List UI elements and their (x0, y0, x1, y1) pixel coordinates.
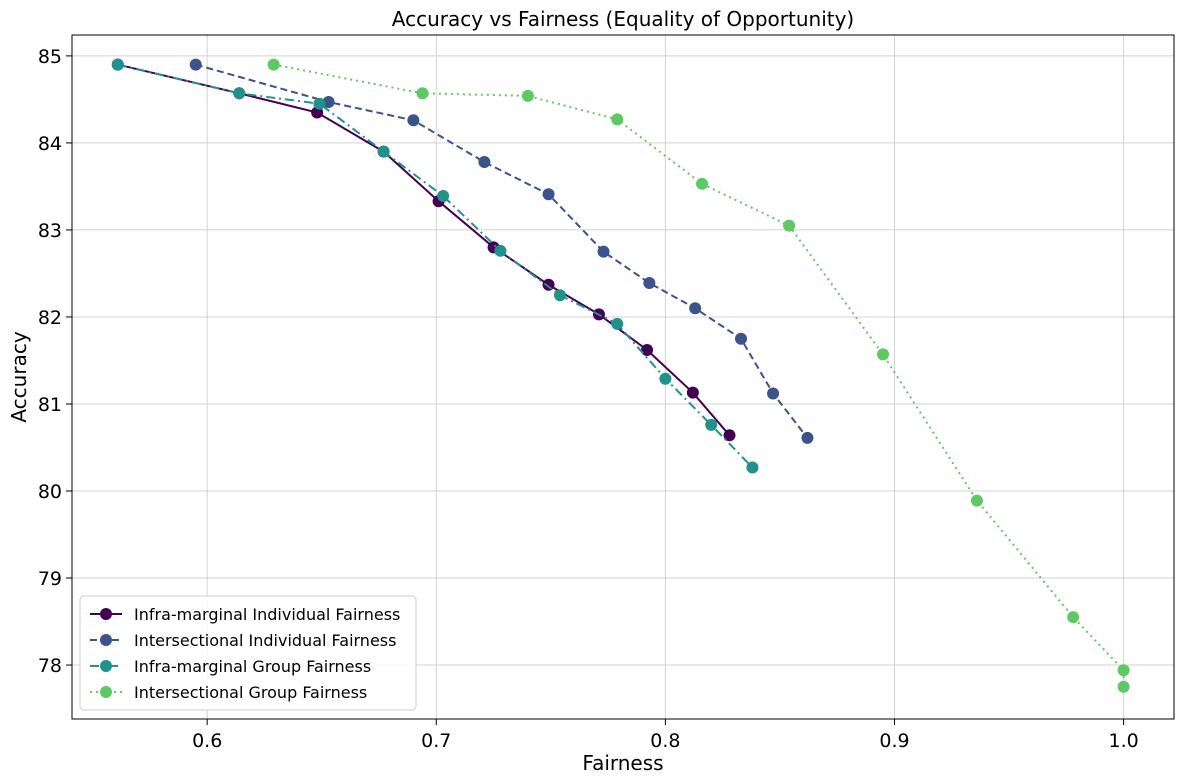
y-tick-label: 81 (38, 394, 62, 416)
data-point (416, 87, 429, 100)
y-tick-label: 82 (38, 307, 62, 329)
legend-label: Infra-marginal Group Fairness (134, 657, 371, 676)
data-point (377, 145, 390, 158)
axis-ticks: 0.6 0.7 0.8 0.9 1.0 78 79 80 81 82 83 84 85 (38, 46, 1139, 752)
legend: Infra-marginal Individual Fairness Inters… (79, 595, 417, 711)
data-point (611, 113, 624, 126)
x-tick-label: 0.7 (421, 730, 451, 752)
x-tick-label: 0.6 (192, 730, 222, 752)
chart-title: Accuracy vs Fairness (Equality of Opport… (392, 7, 854, 31)
data-point (877, 348, 890, 361)
y-tick-label: 83 (38, 220, 62, 242)
data-point (407, 114, 420, 127)
data-point (189, 58, 202, 71)
data-point (611, 317, 624, 330)
data-point (746, 461, 759, 474)
data-point (643, 277, 656, 290)
data-point (267, 58, 280, 71)
x-axis-label: Fairness (582, 751, 663, 775)
data-point (723, 429, 736, 442)
series-4 (267, 58, 1130, 693)
y-tick-label: 80 (38, 481, 62, 503)
series-3 (111, 58, 759, 474)
data-point (494, 244, 507, 257)
data-point (767, 387, 780, 400)
data-point (478, 156, 491, 169)
legend-item: Intersectional Group Fairness (90, 683, 367, 702)
data-point (1117, 680, 1130, 693)
data-point (542, 188, 555, 201)
data-point (233, 87, 246, 100)
data-point (322, 96, 335, 109)
data-point (734, 332, 747, 345)
legend-box (79, 595, 417, 711)
legend-marker (100, 608, 112, 620)
data-point (641, 344, 654, 357)
series-line (117, 63, 754, 469)
y-tick-label: 78 (38, 655, 62, 677)
legend-item: Infra-marginal Individual Fairness (90, 605, 400, 624)
data-point (1067, 611, 1080, 624)
data-point (521, 89, 534, 102)
data-point (801, 431, 814, 444)
series-line (117, 63, 731, 436)
data-point (313, 97, 326, 110)
legend-label: Intersectional Individual Fairness (134, 631, 396, 650)
data-point (696, 177, 709, 190)
legend-item: Infra-marginal Group Fairness (90, 657, 371, 676)
series-1 (111, 58, 736, 442)
series-2 (189, 58, 814, 444)
y-axis-label: Accuracy (7, 331, 31, 422)
data-point (970, 494, 983, 507)
data-point (111, 58, 124, 71)
legend-label: Infra-marginal Individual Fairness (134, 605, 400, 624)
series-line (195, 63, 809, 439)
data-point (686, 386, 699, 399)
x-tick-label: 0.9 (879, 730, 909, 752)
legend-marker (100, 634, 112, 646)
legend-marker (100, 660, 112, 672)
series-line (273, 63, 1125, 687)
legend-item: Intersectional Individual Fairness (90, 631, 396, 650)
data-point (553, 289, 566, 302)
x-tick-label: 1.0 (1108, 730, 1138, 752)
legend-marker (100, 686, 112, 698)
legend-label: Intersectional Group Fairness (134, 683, 367, 702)
data-point (597, 245, 610, 258)
series-layer (111, 58, 1130, 693)
data-point (783, 219, 796, 232)
data-point (659, 372, 672, 385)
data-point (689, 302, 702, 315)
data-point (705, 418, 718, 431)
data-point (1117, 664, 1130, 677)
y-tick-label: 79 (38, 568, 62, 590)
data-point (437, 189, 450, 202)
x-tick-label: 0.8 (650, 730, 680, 752)
y-tick-label: 84 (38, 133, 62, 155)
plot-frame (71, 34, 1175, 720)
y-tick-label: 85 (38, 46, 62, 68)
